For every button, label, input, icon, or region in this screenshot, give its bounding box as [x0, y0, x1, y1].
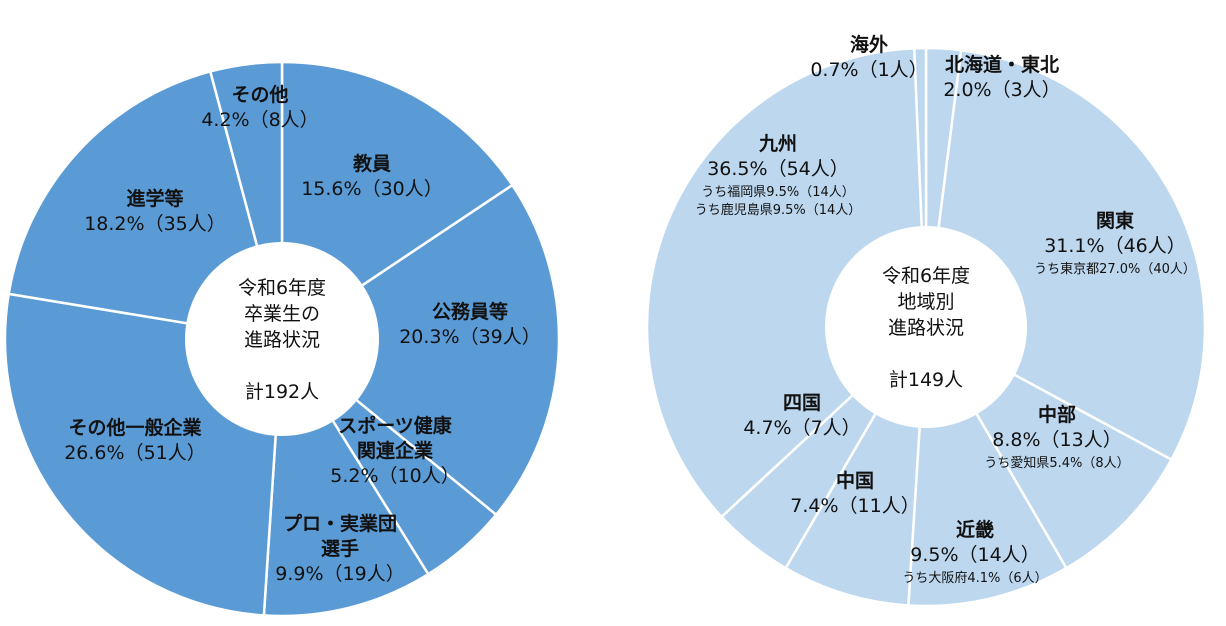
slice-name-label: 中部 [1038, 403, 1076, 426]
slice-name-label: スポーツ健康 [338, 414, 453, 437]
center-label: 令和6年度 [238, 277, 326, 299]
slice-value-label: 0.7%（1人） [810, 59, 927, 81]
center-label: 卒業生の [244, 303, 320, 325]
slice-name-label: 公務員等 [432, 300, 508, 323]
center-label: 令和6年度 [882, 265, 970, 287]
slice-value-label: 8.8%（13人） [992, 429, 1121, 451]
slice-value-label: 18.2%（35人） [84, 213, 226, 235]
slice-sub-label: うち福岡県9.5%（14人） [701, 185, 855, 200]
slice-name-label: 九州 [758, 133, 797, 155]
slice-name-label: 進学等 [126, 187, 183, 210]
slice-value-label: 4.2%（8人） [201, 109, 318, 131]
slice-name-label: 教員 [353, 152, 391, 175]
slice-value-label: 20.3%（39人） [399, 326, 541, 348]
pie-slice [279, 183, 561, 517]
pie-slice [645, 46, 928, 519]
slice-value-label: 5.2%（10人） [330, 465, 459, 487]
slice-value-label: 15.6%（30人） [301, 178, 443, 200]
slice-value-label: 9.5%（14人） [910, 544, 1039, 566]
slice-name-label: 近畿 [956, 518, 994, 541]
slice-name-label: 関東 [1096, 209, 1134, 232]
center-label: 計192人 [245, 381, 319, 403]
center-label: 計149人 [889, 369, 963, 391]
slice-name-label: 中国 [836, 469, 874, 492]
slice-value-label: 31.1%（46人） [1044, 235, 1186, 257]
slice-name-label: 海外 [850, 33, 888, 56]
slice-value-label: 7.4%（11人） [790, 495, 919, 517]
slice-name-label: 北海道・東北 [945, 53, 1059, 76]
slice-value-label: 36.5%（54人） [707, 158, 849, 180]
slice-sub-label: うち愛知県5.4%（8人） [984, 455, 1129, 471]
slice-value-label: 9.9%（19人） [275, 563, 404, 585]
slice-value-label: 2.0%（3人） [943, 79, 1060, 101]
slice-sub-label: うち鹿児島県9.5%（14人） [695, 202, 862, 218]
slice-value-label: 4.7%（7人） [743, 417, 860, 439]
center-label: 進路状況 [244, 329, 320, 351]
slice-sub-label: うち大阪府4.1%（6人） [902, 571, 1047, 586]
donut-hole [825, 226, 1027, 428]
slice-value-label: 26.6%（51人） [64, 442, 206, 464]
slice-name-label: 選手 [321, 537, 359, 560]
donut-hole [185, 242, 379, 436]
slice-name-label: 四国 [783, 392, 821, 414]
center-label: 進路状況 [888, 317, 964, 339]
slice-name-label: その他一般企業 [68, 416, 202, 439]
center-label: 地域別 [897, 291, 954, 313]
slice-name-label: その他 [231, 83, 288, 106]
slice-sub-label: うち東京都27.0%（40人） [1034, 261, 1196, 277]
slice-name-label: 関連企業 [357, 439, 434, 462]
slice-name-label: プロ・実業団 [283, 512, 397, 535]
